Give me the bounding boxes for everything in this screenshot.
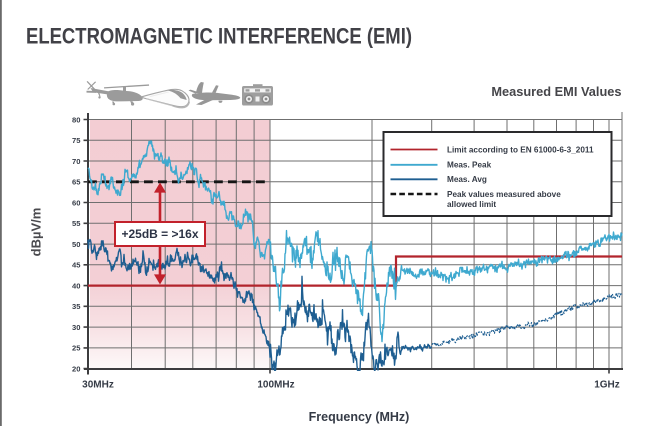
svg-text:30MHz: 30MHz <box>82 380 114 391</box>
svg-text:Frequency (MHz): Frequency (MHz) <box>309 410 410 424</box>
svg-text:100MHz: 100MHz <box>257 380 294 391</box>
svg-text:+25dB = >16x: +25dB = >16x <box>121 227 198 241</box>
svg-text:Meas. Avg: Meas. Avg <box>447 175 487 184</box>
svg-text:80: 80 <box>72 115 80 124</box>
svg-text:Measured EMI Values: Measured EMI Values <box>491 84 621 99</box>
svg-text:35: 35 <box>72 302 81 311</box>
svg-text:40: 40 <box>72 281 80 290</box>
svg-text:1GHz: 1GHz <box>594 380 620 391</box>
svg-text:25: 25 <box>72 344 81 353</box>
svg-text:45: 45 <box>72 261 81 270</box>
svg-text:dBµV/m: dBµV/m <box>29 208 44 257</box>
svg-text:ELECTROMAGNETIC INTERFERENCE (: ELECTROMAGNETIC INTERFERENCE (EMI) <box>26 24 412 49</box>
svg-text:30: 30 <box>72 323 80 332</box>
svg-text:Meas. Peak: Meas. Peak <box>447 161 492 170</box>
svg-text:20: 20 <box>72 364 80 373</box>
svg-text:55: 55 <box>72 219 81 228</box>
svg-text:Peak values measured above: Peak values measured above <box>447 190 561 199</box>
svg-text:60: 60 <box>72 198 80 207</box>
svg-text:allowed limit: allowed limit <box>447 200 496 209</box>
svg-text:75: 75 <box>72 136 81 145</box>
svg-text:50: 50 <box>72 240 80 249</box>
svg-text:65: 65 <box>72 178 81 187</box>
svg-text:Limit according to EN 61000-6-: Limit according to EN 61000-6-3_2011 <box>447 145 594 154</box>
svg-text:70: 70 <box>72 157 80 166</box>
